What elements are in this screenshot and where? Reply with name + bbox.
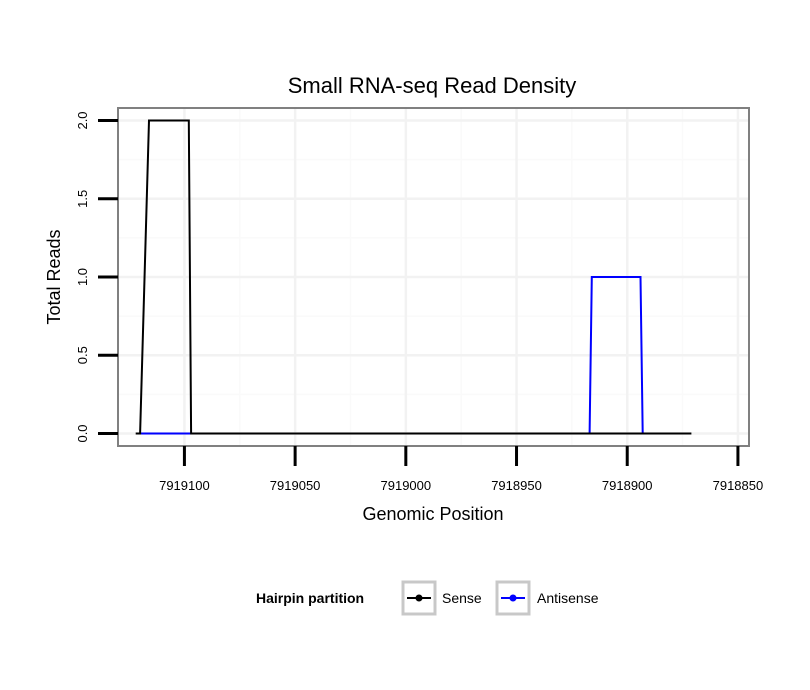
- y-tick-label: 0.5: [75, 346, 90, 364]
- legend-title: Hairpin partition: [256, 590, 364, 606]
- chart-title: Small RNA-seq Read Density: [288, 73, 577, 98]
- legend: Hairpin partition Sense Antisense: [256, 580, 599, 616]
- y-axis: 0.0 0.5 1.0 1.5 2.0: [75, 111, 118, 443]
- legend-label-antisense: Antisense: [537, 590, 599, 606]
- y-tick-label: 2.0: [75, 111, 90, 129]
- x-tick-label: 7919100: [159, 478, 210, 493]
- x-tick-label: 7918850: [713, 478, 764, 493]
- x-tick-label: 7918950: [491, 478, 542, 493]
- legend-dot-sense: [415, 594, 423, 602]
- x-tick-label: 7919000: [381, 478, 432, 493]
- series-layer: [135, 119, 692, 435]
- series-line-antisense: [140, 276, 644, 435]
- y-axis-title: Total Reads: [44, 229, 64, 324]
- y-tick-label: 1.5: [75, 190, 90, 208]
- legend-item-sense[interactable]: Sense: [401, 580, 482, 616]
- y-tick-label: 1.0: [75, 268, 90, 286]
- x-tick-label: 7919050: [270, 478, 321, 493]
- y-tick-label: 0.0: [75, 424, 90, 442]
- series-line-sense: [135, 119, 692, 435]
- grid-lines: [118, 108, 749, 446]
- legend-dot-antisense: [509, 594, 517, 602]
- legend-label-sense: Sense: [442, 590, 482, 606]
- x-tick-label: 7918900: [602, 478, 653, 493]
- legend-item-antisense[interactable]: Antisense: [495, 580, 599, 616]
- x-axis: 7919100 7919050 7919000 7918950 7918900 79188…: [159, 446, 763, 493]
- x-axis-title: Genomic Position: [362, 504, 503, 524]
